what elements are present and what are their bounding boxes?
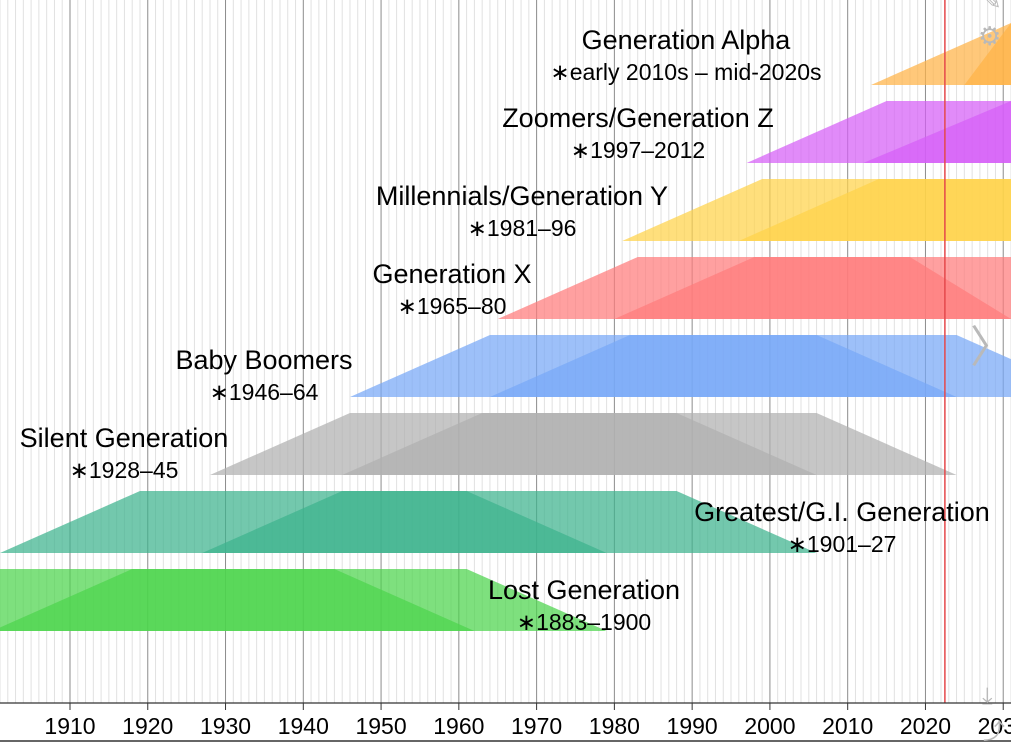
generation-name-label: Silent Generation — [20, 423, 229, 453]
generation-years-label: ∗1981–96 — [468, 215, 577, 241]
generation-years-label: ∗1965–80 — [398, 293, 507, 319]
generation-name-label: Millennials/Generation Y — [376, 181, 668, 211]
x-tick-label: 1920 — [122, 713, 173, 739]
settings-gear-icon[interactable]: ⚙ — [978, 22, 1002, 52]
generation-years-label: ∗1928–45 — [70, 457, 179, 483]
band-inner — [202, 491, 607, 553]
x-axis: 1910 1920 1930 1940 1950 1960 1970 1980 1990 2000… — [0, 702, 1011, 742]
generation-name-label: Baby Boomers — [175, 345, 352, 375]
generation-name-label: Generation Alpha — [582, 25, 792, 55]
band-inner — [614, 257, 1011, 319]
band-inner — [964, 23, 1011, 85]
x-tick-label: 2030 — [978, 713, 1011, 739]
generation-band-6 — [209, 413, 957, 475]
generation-years-label: ∗early 2010s – mid-2020s — [550, 59, 821, 85]
x-tick-label: 1960 — [433, 713, 484, 739]
next-chevron-icon[interactable]: 〉 — [970, 322, 1011, 373]
x-tick-label: 2020 — [900, 713, 951, 739]
generation-band-5 — [349, 335, 1011, 397]
generation-band-7 — [0, 491, 817, 553]
generation-years-label: ∗1997–2012 — [571, 137, 705, 163]
generation-band-1 — [871, 23, 1011, 85]
generation-labels: Generation Alpha ∗early 2010s – mid-2020s… — [20, 25, 990, 635]
generation-years-label: ∗1901–27 — [788, 531, 897, 557]
band-inner — [0, 569, 475, 631]
edit-icon[interactable]: ✎ — [983, 0, 1002, 15]
x-tick-label: 2000 — [744, 713, 795, 739]
generation-band-4 — [497, 257, 1011, 319]
band-inner — [342, 413, 817, 475]
x-tick-label: 1940 — [278, 713, 329, 739]
band-inner — [489, 335, 957, 397]
generation-years-label: ∗1946–64 — [210, 379, 319, 405]
x-tick-label: 1980 — [589, 713, 640, 739]
download-icon[interactable]: ⤓ — [982, 682, 993, 710]
x-tick-label: 1930 — [200, 713, 251, 739]
generation-bands — [0, 23, 1011, 631]
generation-band-8 — [0, 569, 607, 631]
x-tick-label: 1910 — [44, 713, 95, 739]
generation-band-2 — [746, 101, 1011, 163]
x-tick-label: 1970 — [511, 713, 562, 739]
share-icon[interactable]: ⤴ — [983, 720, 1006, 745]
generation-name-label: Zoomers/Generation Z — [502, 103, 774, 133]
generation-years-label: ∗1883–1900 — [517, 609, 651, 635]
generation-name-label: Lost Generation — [488, 575, 680, 605]
band-inner — [738, 179, 1011, 241]
generation-name-label: Greatest/G.I. Generation — [694, 497, 990, 527]
generation-name-label: Generation X — [372, 259, 531, 289]
x-tick-label: 1990 — [667, 713, 718, 739]
x-tick-label: 2010 — [822, 713, 873, 739]
x-tick-label: 1950 — [355, 713, 406, 739]
band-inner — [863, 101, 1011, 163]
generation-band-3 — [622, 179, 1011, 241]
